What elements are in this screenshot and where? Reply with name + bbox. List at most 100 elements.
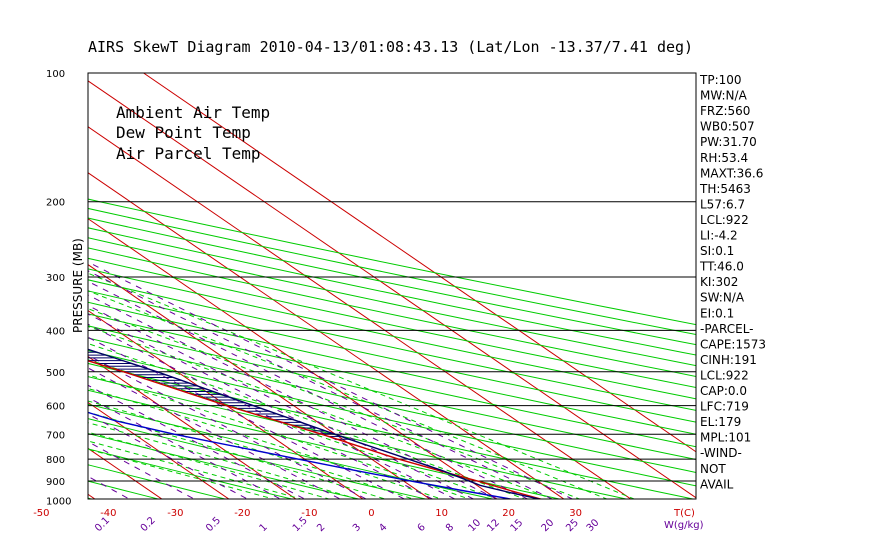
isotherm-line bbox=[88, 309, 364, 499]
pressure-tick-label: 800 bbox=[46, 455, 65, 466]
dry-adiabat bbox=[88, 207, 696, 336]
index-row: CAPE:1573 bbox=[700, 337, 766, 351]
moist-adiabat bbox=[88, 343, 526, 499]
index-row: NOT bbox=[700, 462, 726, 476]
dry-adiabat bbox=[88, 279, 696, 411]
dry-adiabat bbox=[88, 464, 227, 499]
index-row: TH:5463 bbox=[699, 182, 751, 196]
mixing-ratio-tick-label: 3 bbox=[351, 522, 363, 534]
dry-adiabat bbox=[0, 73, 64, 510]
index-row: EL:179 bbox=[700, 415, 741, 429]
dry-adiabat bbox=[88, 433, 361, 499]
pressure-tick-label: 200 bbox=[46, 198, 65, 209]
index-row: LFC:719 bbox=[700, 400, 749, 414]
index-row: L57:6.7 bbox=[700, 197, 745, 211]
index-row: TT:46.0 bbox=[699, 260, 744, 274]
index-row: MPL:101 bbox=[700, 431, 751, 445]
mixing-ratio-tick-label: 4 bbox=[377, 522, 389, 534]
dry-adiabat bbox=[88, 313, 696, 448]
index-row: MW:N/A bbox=[700, 89, 748, 103]
mixing-ratio-tick-label: 25 bbox=[564, 517, 581, 534]
legend: Ambient Air Temp Dew Point Temp Air Parc… bbox=[116, 103, 270, 163]
bottom-temp-tick-label: -20 bbox=[234, 508, 250, 519]
moist-adiabat bbox=[88, 448, 275, 499]
bottom-temp-tick-label: -30 bbox=[167, 508, 183, 519]
sounding-curves bbox=[88, 348, 544, 499]
moist-adiabat bbox=[88, 411, 387, 499]
index-row: SI:0.1 bbox=[700, 244, 734, 258]
pressure-tick-label: 500 bbox=[46, 368, 65, 379]
moist-adiabat bbox=[88, 272, 636, 499]
background-grid bbox=[0, 73, 696, 510]
dry-adiabat bbox=[88, 268, 696, 400]
mixing-ratio-tick-label: 12 bbox=[485, 517, 502, 534]
index-row: KI:302 bbox=[700, 275, 738, 289]
dry-adiabat bbox=[88, 418, 428, 499]
index-row: MAXT:36.6 bbox=[700, 166, 763, 180]
mixing-ratio-tick-label: 1 bbox=[258, 522, 270, 534]
cape-hatch bbox=[88, 348, 350, 440]
legend-dewpoint: Dew Point Temp bbox=[116, 123, 251, 142]
bottom-temp-tick-label: 30 bbox=[569, 508, 582, 519]
moist-adiabat bbox=[88, 400, 415, 499]
index-row: PW:31.70 bbox=[700, 135, 757, 149]
isotherm-line bbox=[88, 172, 565, 499]
index-row: CAP:0.0 bbox=[700, 384, 747, 398]
plot-frame bbox=[87, 72, 697, 500]
moist-adiabat bbox=[88, 388, 443, 499]
mixing-ratio-unit: W(g/kg) bbox=[664, 520, 704, 531]
mixing-ratio-tick-label: 0.5 bbox=[204, 515, 223, 534]
index-row: FRZ:560 bbox=[700, 104, 750, 118]
mixing-ratio-tick-label: 2 bbox=[315, 522, 327, 534]
bottom-temp-tick-label: 0 bbox=[368, 508, 374, 519]
index-row: SW:N/A bbox=[700, 291, 745, 305]
index-row: -WIND- bbox=[700, 446, 742, 460]
pressure-tick-label: 600 bbox=[46, 402, 65, 413]
chart-title: AIRS SkewT Diagram 2010-04-13/01:08:43.1… bbox=[88, 38, 693, 56]
index-row: LCL:922 bbox=[700, 213, 749, 227]
mixing-ratio-tick-label: 6 bbox=[416, 522, 428, 534]
mixing-ratio-tick-label: 8 bbox=[444, 522, 456, 534]
dry-adiabat bbox=[88, 198, 696, 326]
mixing-ratio-tick-label: 30 bbox=[585, 517, 602, 534]
pressure-tick-label: 900 bbox=[46, 477, 65, 488]
mixing-ratio-tick-label: 10 bbox=[466, 517, 483, 534]
bottom-temp-tick-label: -40 bbox=[100, 508, 116, 519]
index-row: RH:53.4 bbox=[700, 151, 748, 165]
legend-parcel: Air Parcel Temp bbox=[116, 144, 261, 163]
dry-adiabat bbox=[88, 290, 696, 423]
mixing-ratio-tick-label: 0.2 bbox=[139, 515, 158, 534]
moist-adiabat bbox=[88, 422, 359, 499]
pressure-tick-label: 300 bbox=[46, 273, 65, 284]
index-row: LCL:922 bbox=[700, 368, 749, 382]
index-row: CINH:191 bbox=[700, 353, 757, 367]
pressure-tick-label: 700 bbox=[46, 430, 65, 441]
dry-adiabat bbox=[88, 227, 696, 356]
dry-adiabat bbox=[88, 349, 696, 487]
mixing-ratio-tick-label: 20 bbox=[540, 517, 557, 534]
dry-adiabat bbox=[88, 247, 696, 377]
legend-ambient: Ambient Air Temp bbox=[116, 103, 270, 122]
isotherm-line bbox=[0, 73, 43, 510]
index-row: LI:-4.2 bbox=[700, 229, 738, 243]
dry-adiabat bbox=[88, 362, 696, 499]
index-row: WB0:507 bbox=[700, 120, 755, 134]
index-row: EI:0.1 bbox=[700, 306, 734, 320]
dry-adiabat bbox=[88, 325, 696, 460]
dry-adiabat bbox=[88, 301, 696, 435]
isotherm-line bbox=[143, 73, 696, 453]
dry-adiabat bbox=[88, 376, 629, 499]
isotherm-line bbox=[88, 126, 632, 499]
dry-adiabat bbox=[88, 497, 94, 499]
dry-adiabat bbox=[88, 237, 696, 367]
dry-adiabat bbox=[88, 337, 696, 473]
pressure-tick-label: 1000 bbox=[46, 497, 71, 508]
bottom-temp-unit: T(C) bbox=[673, 508, 695, 519]
moist-adiabat bbox=[88, 440, 303, 499]
isotherm-line bbox=[88, 493, 96, 499]
y-axis-label: PRESSURE (MB) bbox=[71, 238, 85, 333]
mixing-ratio-tick-label: 15 bbox=[509, 517, 526, 534]
mixing-ratio-line bbox=[88, 261, 574, 499]
